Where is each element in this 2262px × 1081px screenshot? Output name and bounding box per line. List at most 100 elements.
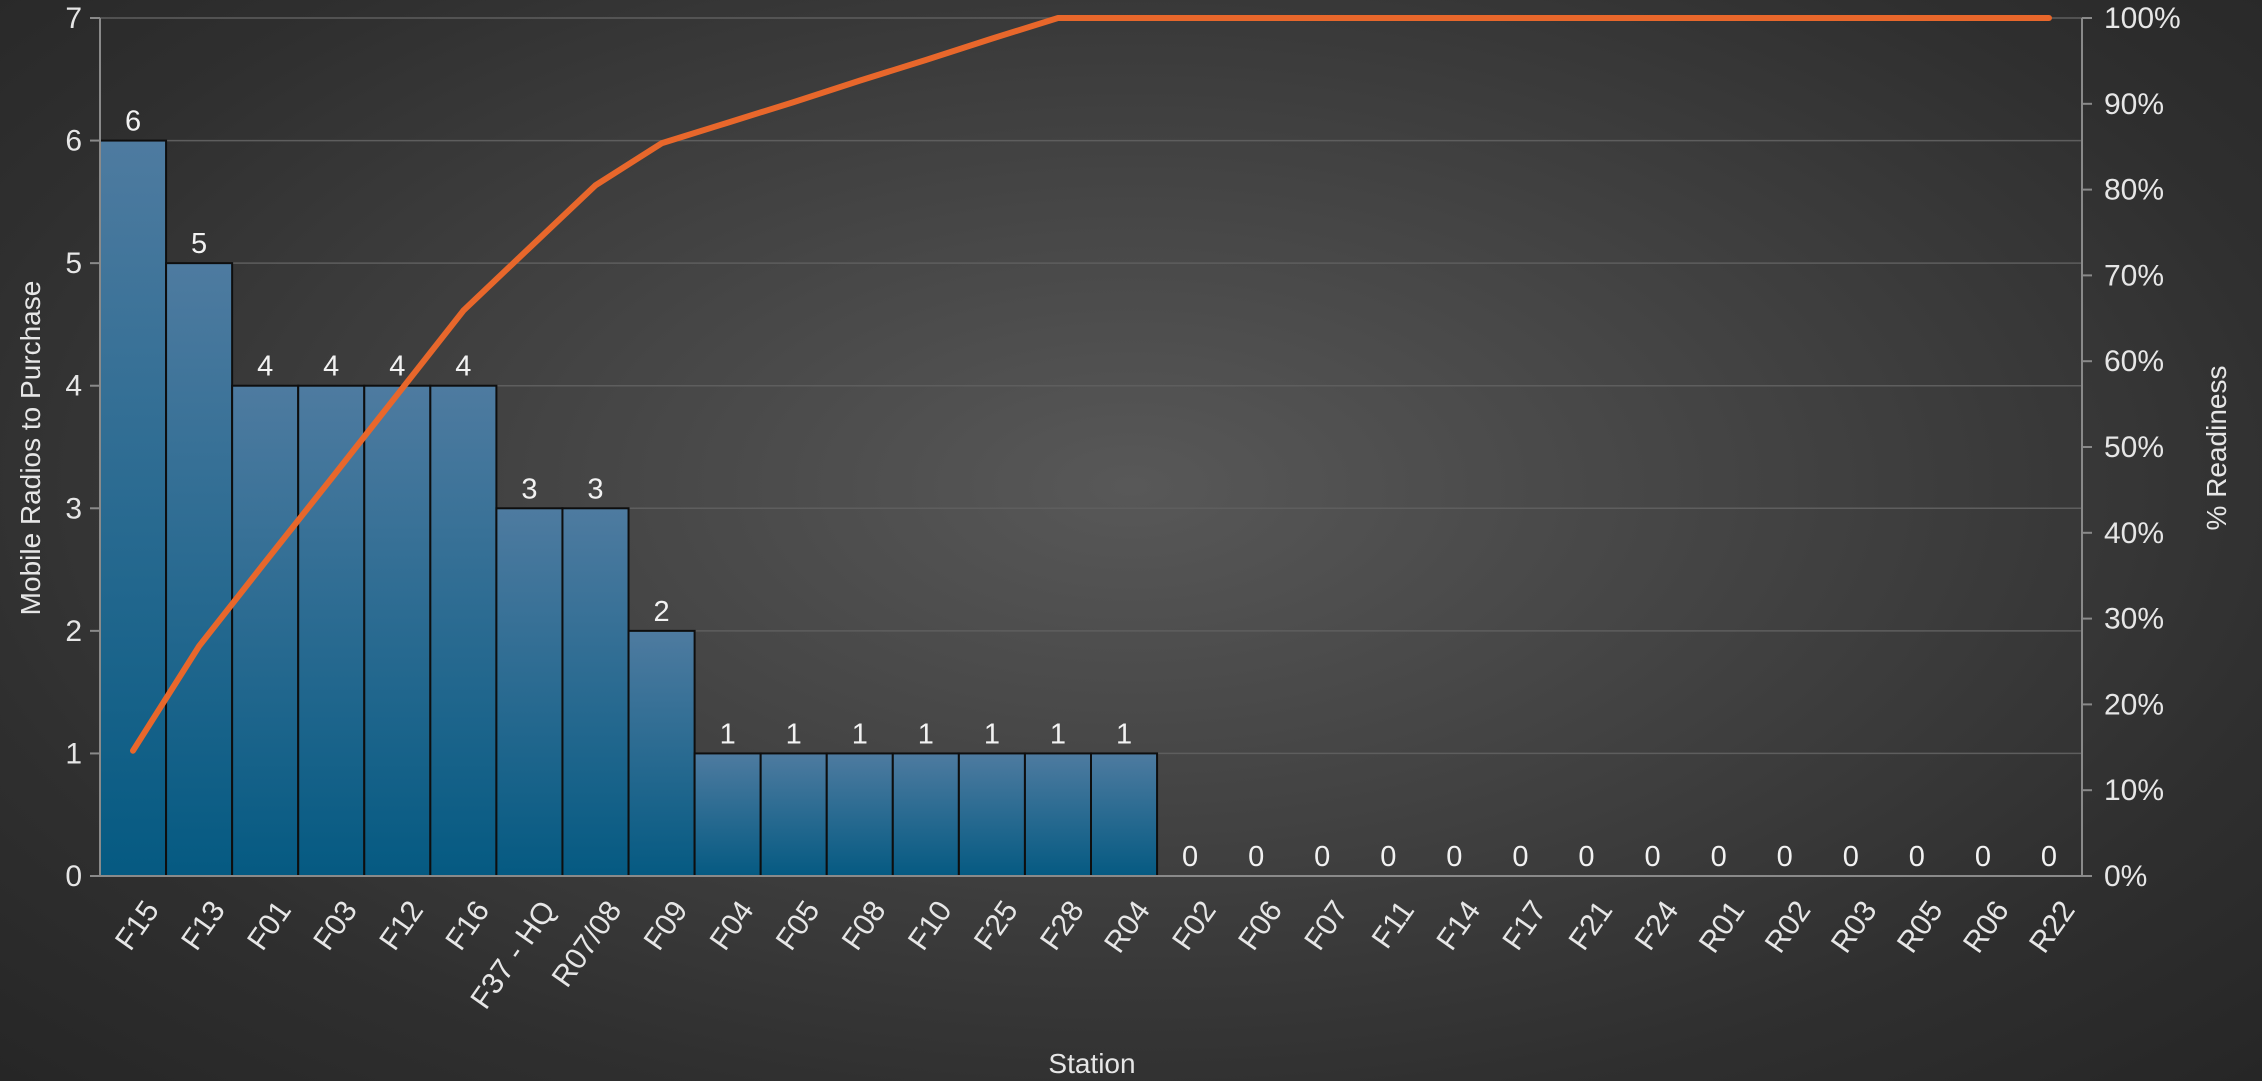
y2-tick-label: 90% bbox=[2104, 88, 2164, 121]
y2-tick-label: 10% bbox=[2104, 774, 2164, 807]
bar-data-label: 4 bbox=[323, 351, 339, 383]
y2-axis-title: % Readiness bbox=[2201, 366, 2232, 531]
bar bbox=[693, 752, 762, 878]
x-tick-label: F24 bbox=[1629, 895, 1686, 956]
bar bbox=[627, 629, 696, 877]
bar-data-label: 0 bbox=[1711, 841, 1727, 873]
bar-data-label: 1 bbox=[918, 718, 934, 750]
x-tick-label: F16 bbox=[439, 895, 496, 956]
bar bbox=[1090, 752, 1159, 878]
bar-data-label: 4 bbox=[389, 351, 405, 383]
x-tick-label: F02 bbox=[1166, 895, 1223, 956]
y-tick-label: 7 bbox=[65, 2, 82, 35]
bar bbox=[957, 752, 1026, 878]
bar bbox=[297, 384, 366, 877]
y2-tick-label: 80% bbox=[2104, 174, 2164, 207]
bar-data-label: 0 bbox=[1644, 841, 1660, 873]
bar-data-label: 3 bbox=[521, 473, 537, 505]
readiness-line-series bbox=[130, 15, 2052, 754]
y2-tick-label: 100% bbox=[2104, 2, 2181, 35]
y2-tick-label: 30% bbox=[2104, 603, 2164, 636]
x-tick-label: F28 bbox=[1034, 895, 1091, 956]
bar bbox=[429, 384, 498, 877]
x-tick-label: F06 bbox=[1232, 895, 1289, 956]
x-tick-label: F13 bbox=[175, 895, 232, 956]
bar bbox=[891, 752, 960, 878]
bar-data-label: 1 bbox=[1050, 718, 1066, 750]
bar-data-label: 0 bbox=[1512, 841, 1528, 873]
x-tick-label: R02 bbox=[1759, 895, 1818, 959]
bar-data-label: 4 bbox=[455, 351, 471, 383]
x-tick-label: R01 bbox=[1693, 895, 1752, 959]
bar-data-label: 0 bbox=[1843, 841, 1859, 873]
y-axis-title: Mobile Radios to Purchase bbox=[15, 281, 46, 616]
x-axis-title: Station bbox=[1048, 1048, 1135, 1079]
x-tick-label: F04 bbox=[704, 895, 761, 956]
y2-tick-label: 40% bbox=[2104, 517, 2164, 550]
bar-data-label: 1 bbox=[852, 718, 868, 750]
x-tick-label: F21 bbox=[1563, 895, 1620, 956]
x-tick-label: F11 bbox=[1366, 895, 1421, 954]
bar-series bbox=[99, 139, 1159, 878]
bar-data-label: 0 bbox=[1314, 841, 1330, 873]
x-tick-label: F09 bbox=[638, 895, 695, 956]
bar bbox=[363, 384, 432, 877]
x-tick-label: F14 bbox=[1430, 895, 1487, 956]
bar-data-label: 5 bbox=[191, 228, 207, 260]
y2-tick-label: 0% bbox=[2104, 860, 2147, 893]
bar-data-label: 1 bbox=[984, 718, 1000, 750]
x-tick-label: R05 bbox=[1891, 895, 1950, 959]
y-tick-label: 3 bbox=[65, 492, 82, 525]
y2-tick-label: 70% bbox=[2104, 259, 2164, 292]
bar-data-label: 3 bbox=[587, 473, 603, 505]
bar-data-label: 1 bbox=[1116, 718, 1132, 750]
y2-tick-label: 60% bbox=[2104, 345, 2164, 378]
x-tick-label: F08 bbox=[836, 895, 893, 956]
x-tick-label: R06 bbox=[1957, 895, 2016, 959]
x-tick-label: F03 bbox=[307, 895, 364, 956]
y-tick-label: 0 bbox=[65, 860, 82, 893]
bar-data-label: 0 bbox=[1909, 841, 1925, 873]
bar bbox=[165, 262, 234, 877]
x-tick-label: F17 bbox=[1497, 895, 1554, 956]
x-tick-label: R07/08 bbox=[546, 895, 629, 993]
bar bbox=[231, 384, 300, 877]
y-tick-label: 2 bbox=[65, 615, 82, 648]
x-tick-label: F05 bbox=[770, 895, 827, 956]
bar-data-label: 0 bbox=[2041, 841, 2057, 873]
x-tick-label: F15 bbox=[109, 895, 166, 956]
bar-data-label: 0 bbox=[1446, 841, 1462, 873]
y2-tick-label: 20% bbox=[2104, 688, 2164, 721]
bar-data-label: 0 bbox=[1380, 841, 1396, 873]
x-tick-label: R04 bbox=[1098, 895, 1157, 959]
y-tick-label: 5 bbox=[65, 247, 82, 280]
bar-data-label: 4 bbox=[257, 351, 273, 383]
y2-tick-label: 50% bbox=[2104, 431, 2164, 464]
bar-data-label: 0 bbox=[1248, 841, 1264, 873]
bar bbox=[825, 752, 894, 878]
bar-data-label: 1 bbox=[786, 718, 802, 750]
bar bbox=[759, 752, 828, 878]
bar bbox=[1023, 752, 1093, 878]
bar-data-label: 6 bbox=[125, 106, 141, 138]
y-tick-label: 6 bbox=[65, 125, 82, 158]
bar-data-label: 0 bbox=[1182, 841, 1198, 873]
x-tick-label: F01 bbox=[241, 895, 298, 956]
bar bbox=[99, 139, 168, 878]
x-tick-label: F12 bbox=[373, 895, 430, 956]
y-tick-label: 4 bbox=[65, 370, 82, 403]
x-tick-label: R22 bbox=[2023, 895, 2082, 959]
bar bbox=[561, 507, 630, 877]
data-labels: 6 5 4 4 4 4 3 3 2 1 1 1 1 1 1 1 0 0 0 0 0 0 0 0 0 0 0 0 0 0 bbox=[125, 106, 2057, 873]
x-tick-label: R03 bbox=[1825, 895, 1884, 959]
y-tick-label: 1 bbox=[65, 737, 82, 770]
bar-data-label: 1 bbox=[720, 718, 736, 750]
x-tick-label: F10 bbox=[902, 895, 959, 956]
bar-data-label: 2 bbox=[653, 596, 669, 628]
axes bbox=[90, 17, 2092, 877]
bar bbox=[495, 507, 564, 877]
x-tick-label: F07 bbox=[1298, 895, 1355, 956]
bar-data-label: 0 bbox=[1777, 841, 1793, 873]
x-tick-label: F25 bbox=[968, 895, 1025, 956]
